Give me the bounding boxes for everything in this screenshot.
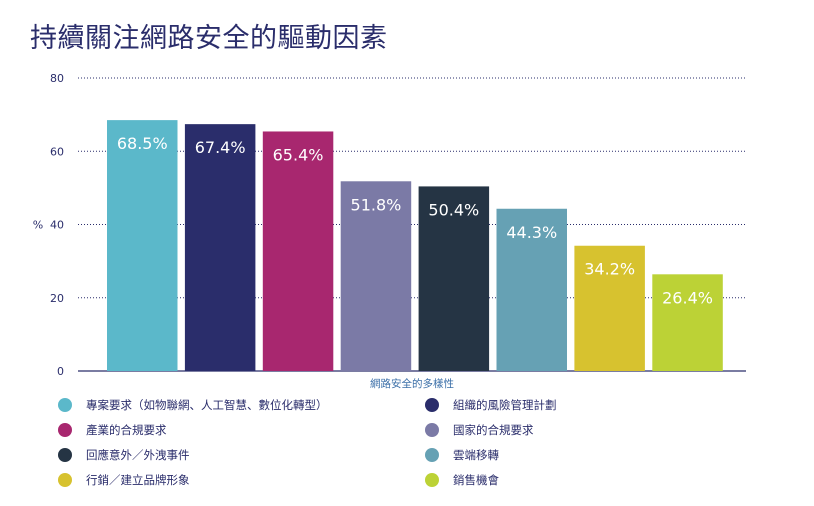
bar-value-label: 67.4% (195, 138, 246, 157)
bar (652, 274, 723, 371)
legend-label: 雲端移轉 (453, 448, 499, 462)
legend-label: 銷售機會 (453, 473, 499, 487)
x-axis-label: 網路安全的多樣性 (370, 377, 454, 390)
bar-value-label: 51.8% (351, 195, 402, 214)
legend-swatch (58, 448, 72, 462)
legend-label: 產業的合規要求 (86, 423, 167, 437)
legend-item: 行銷／建立品牌形象 (58, 469, 190, 491)
y-tick-label: 80 (50, 72, 64, 85)
legend-label: 國家的合規要求 (453, 423, 534, 437)
legend-label: 組織的風險管理計劃 (453, 398, 557, 412)
legend-item: 產業的合規要求 (58, 419, 167, 441)
y-tick-label: 40 (50, 219, 64, 232)
bar-value-label: 65.4% (273, 145, 324, 164)
legend-item: 銷售機會 (425, 469, 499, 491)
bar-value-label: 34.2% (584, 260, 635, 279)
legend-item: 回應意外／外洩事件 (58, 444, 190, 466)
legend-swatch (425, 473, 439, 487)
legend-item: 專案要求（如物聯網、人工智慧、數位化轉型） (58, 394, 328, 416)
chart-title: 持續關注網路安全的驅動因素 (30, 23, 388, 54)
bar (574, 245, 645, 371)
bar (107, 120, 178, 372)
legend-label: 回應意外／外洩事件 (86, 448, 190, 462)
y-tick-label: 60 (50, 145, 64, 158)
legend-item: 組織的風險管理計劃 (425, 394, 557, 416)
legend-swatch (425, 423, 439, 437)
legend-item: 雲端移轉 (425, 444, 499, 466)
bar (340, 181, 412, 371)
legend-swatch (58, 473, 72, 487)
bar (496, 208, 567, 371)
bar-value-label: 50.4% (428, 200, 479, 219)
legend-item: 國家的合規要求 (425, 419, 534, 441)
y-tick-label: 20 (50, 292, 64, 305)
legend-label: 行銷／建立品牌形象 (86, 473, 190, 487)
legend-swatch (425, 398, 439, 412)
bar-value-label: 26.4% (662, 288, 713, 307)
legend-swatch (58, 423, 72, 437)
bar-value-label: 44.3% (506, 223, 557, 242)
bar (262, 131, 334, 371)
legend-swatch (58, 398, 72, 412)
y-tick-label: 0 (57, 365, 64, 378)
y-axis-label: % (33, 219, 43, 232)
bar (418, 186, 490, 371)
legend: 專案要求（如物聯網、人工智慧、數位化轉型） 組織的風險管理計劃產業的合規要求 國家的… (52, 394, 772, 498)
legend-label: 專案要求（如物聯網、人工智慧、數位化轉型） (86, 398, 328, 412)
bar-chart: 0 20 40 60 80% 68.5% 67.4% 65.4% 51.8% 50.4% 44.3%… (33, 72, 746, 390)
bar-value-label: 68.5% (117, 134, 168, 153)
bar (184, 124, 256, 372)
legend-swatch (425, 448, 439, 462)
